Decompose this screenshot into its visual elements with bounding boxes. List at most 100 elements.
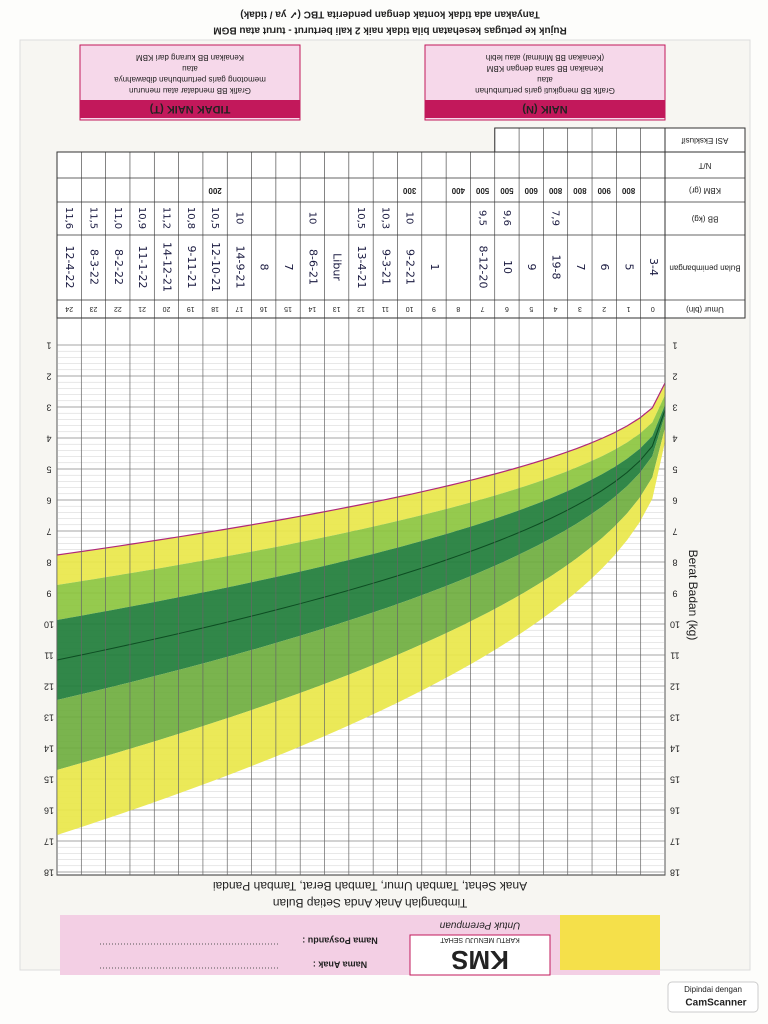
y-tick-label-left: 3: [46, 403, 51, 413]
legend-line: memotong garis pertumbuhan dibawahnya: [114, 75, 266, 84]
umur-value: 19: [187, 305, 195, 312]
bulan-entry: 1: [428, 264, 441, 271]
bulan-entry: 3-4: [647, 258, 660, 276]
weighing-table: ASI Eksklusif N/T KBM (gr) BB (kg) Bulan pen…: [56, 127, 746, 319]
note: Rujuk ke petugas kesehatan bila tidak na…: [213, 24, 566, 35]
y-tick-label-left: 9: [46, 589, 51, 599]
bb-entry: 7,9: [550, 210, 561, 226]
umur-value: 17: [235, 305, 243, 312]
bb-entry: 10,8: [185, 207, 196, 229]
row-label: KBM (gr): [689, 186, 721, 195]
kbm-value: 900: [597, 186, 611, 195]
y-tick-label-left: 7: [46, 527, 51, 537]
bb-entry: 11,6: [63, 207, 74, 229]
umur-value: 13: [333, 305, 341, 312]
y-axis-label: Berat Badan (kg): [686, 550, 700, 641]
legend-line: Grafik BB mengikuti garis pertumbuhan: [475, 86, 615, 95]
y-tick-label-left: 14: [44, 744, 54, 754]
y-tick-label-right: 2: [672, 372, 677, 382]
y-tick-label-left: 10: [44, 620, 54, 630]
umur-value: 22: [114, 305, 122, 312]
slogan: Timbanglah Anak Anda Setiap Bulan: [273, 896, 467, 910]
bulan-entry: 9-11-21: [185, 246, 198, 289]
bulan-entry: 14-12-21: [160, 242, 173, 292]
bb-entry: 11,0: [112, 207, 123, 229]
header-illustration: [560, 915, 660, 970]
field-label: Nama Posyandu :: [302, 936, 378, 946]
y-tick-label-right: 4: [672, 434, 677, 444]
y-tick-label-right: 3: [672, 403, 677, 413]
bb-entry: 10,9: [136, 207, 147, 229]
y-tick-label-right: 14: [670, 744, 680, 754]
legend-line: atau: [182, 64, 198, 73]
bb-entry: 10: [404, 212, 415, 225]
umur-value: 24: [65, 305, 73, 312]
legend-line: Kenaikan BB sama dengan KBM: [486, 64, 603, 73]
bulan-entry: 12-10-21: [209, 242, 222, 292]
bb-entry: 10,5: [209, 207, 220, 229]
y-tick-label-right: 7: [672, 527, 677, 537]
umur-value: 21: [138, 305, 146, 312]
growth-band: [57, 428, 665, 835]
bulan-entry: 9-3-21: [379, 249, 392, 285]
y-tick-label-right: 5: [672, 465, 677, 475]
kbm-value: 200: [208, 186, 222, 195]
bulan-entry: 8-3-22: [87, 249, 100, 285]
y-tick-label-right: 18: [670, 868, 680, 878]
bgm-line: [56, 382, 666, 556]
naik-header: [425, 100, 665, 118]
y-tick-label-right: 15: [670, 775, 680, 785]
bb-entry: 11,5: [87, 207, 98, 229]
row-label: Bulan penimbangan: [669, 263, 740, 272]
legend-line: atau: [537, 75, 553, 84]
bulan-entry: 8-2-22: [112, 249, 125, 285]
bulan-entry: 14-9-21: [233, 246, 246, 289]
umur-value: 5: [529, 305, 533, 312]
legend-title: NAIK (N): [522, 103, 568, 115]
row-label: BB (kg): [691, 214, 718, 223]
bulan-entry: 19-8: [550, 255, 563, 280]
umur-value: 4: [554, 305, 558, 312]
brand-box: [409, 934, 551, 976]
y-tick-label-right: 6: [672, 496, 677, 506]
median-line: [56, 409, 666, 661]
brand: KMS: [451, 945, 509, 975]
bulan-entry: Libur: [331, 253, 344, 281]
y-tick-label-left: 17: [44, 837, 54, 847]
umur-value: 23: [89, 305, 97, 312]
for-label: Untuk Perempuan: [439, 919, 520, 930]
umur-value: 8: [456, 305, 460, 312]
bb-entry: 10: [233, 212, 244, 225]
umur-value: 11: [382, 305, 389, 312]
y-tick-label-left: 8: [46, 558, 51, 568]
bulan-entry: 12-4-22: [63, 246, 76, 289]
y-tick-label-right: 11: [670, 651, 679, 661]
y-tick-label-left: 15: [44, 775, 54, 785]
kbm-value: 800: [573, 186, 587, 195]
bulan-entry: 8-12-20: [477, 246, 490, 289]
row-label: Umur (bln): [686, 305, 724, 314]
y-tick-label-right: 17: [670, 837, 680, 847]
bulan-entry: 7: [574, 264, 587, 271]
legend-line: Grafik BB mendatar atau menurun: [129, 86, 251, 95]
umur-value: 0: [651, 305, 655, 312]
legend-title: TIDAK NAIK (T): [149, 103, 230, 115]
bb-entry: 9,5: [477, 210, 488, 226]
legend-line: Kenaikan BB kurang dari KBM: [136, 53, 244, 62]
row-label: ASI Eksklusif: [681, 136, 728, 145]
field-label: Nama Anak :: [313, 960, 367, 970]
bb-entry: 9,6: [501, 210, 512, 226]
kbm-value: 800: [621, 186, 635, 195]
scanner-app: CamScanner: [685, 998, 746, 1009]
umur-value: 10: [406, 305, 414, 312]
bulan-entry: 11-1-22: [136, 246, 149, 289]
y-tick-label-right: 13: [670, 713, 680, 723]
bulan-entry: 9: [525, 264, 538, 271]
slogan: Anak Sehat, Tambah Umur, Tambah Berat, T…: [213, 879, 527, 893]
legend-line: (Kenaikan BB Minimal) atau lebih: [486, 53, 604, 62]
kbm-value: 500: [500, 186, 514, 195]
y-tick-label-left: 6: [46, 496, 51, 506]
bb-entry: 10,3: [379, 207, 390, 229]
y-tick-label-left: 13: [44, 713, 54, 723]
